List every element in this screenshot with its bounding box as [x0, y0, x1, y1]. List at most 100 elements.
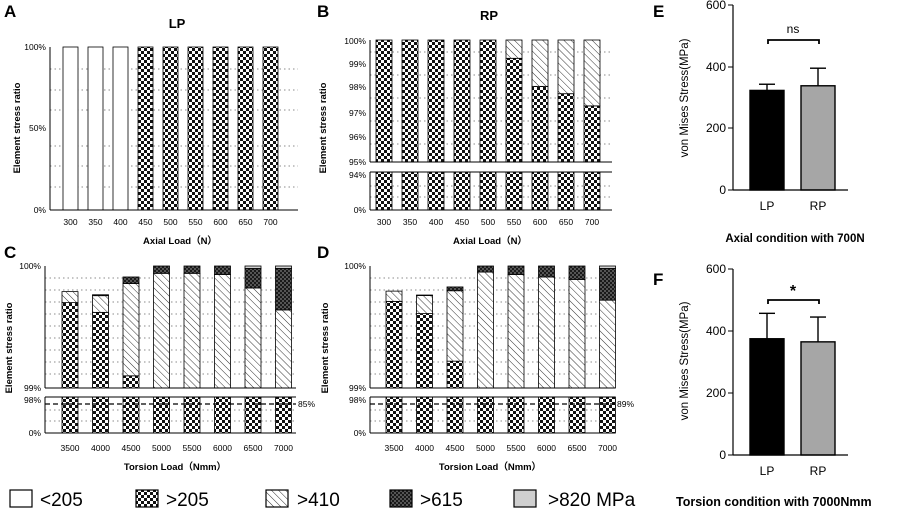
- bar-segment-gray: [245, 266, 261, 268]
- x-tick-label: LP: [760, 199, 775, 213]
- bar-segment-dense: [276, 268, 292, 309]
- panel-letter-c: C: [4, 243, 16, 262]
- bar-segment-check: [584, 106, 600, 162]
- bar-segment-hatch: [478, 272, 494, 388]
- bar-segment-hatch: [506, 40, 522, 58]
- x-tick-label: 500: [163, 217, 177, 227]
- panel-letter-e: E: [653, 2, 664, 21]
- bar-segment-check: [532, 86, 548, 162]
- panel-d: D Element stress ratio Torsion Load（Nmm）…: [317, 243, 634, 473]
- bar-segment-gray: [600, 266, 616, 268]
- panel-letter-d: D: [317, 243, 329, 262]
- x-tick-label: 5000: [476, 443, 495, 453]
- bars-c: [62, 266, 292, 433]
- bar-segment-dense: [569, 266, 585, 279]
- legend-swatch-gray: [514, 490, 536, 507]
- panel-a: A LP Element stress ratio Axial Load（N） …: [4, 2, 298, 247]
- bar-segment-check: [163, 47, 178, 210]
- panel-letter-b: B: [317, 2, 329, 21]
- bar-segment-lower: [123, 397, 139, 433]
- bar-segment-hatch: [447, 291, 463, 361]
- x-tick-label: 3500: [385, 443, 404, 453]
- y-tick-label: 100%: [344, 36, 366, 46]
- y-tick-label: 96%: [349, 132, 366, 142]
- bar-segment-hatch: [62, 292, 78, 303]
- bar-segment-check: [123, 376, 139, 388]
- bar-segment-dense: [215, 266, 231, 275]
- y-axis-label-b: Element stress ratio: [318, 82, 329, 173]
- bar-segment-hatch: [184, 273, 200, 388]
- legend-label: >205: [166, 490, 209, 511]
- bar-rp: [801, 86, 835, 190]
- x-tick-label: 600: [533, 217, 547, 227]
- bar-rp: [801, 342, 835, 455]
- bar-segment-hatch: [569, 279, 585, 388]
- y-tick-label: 98%: [24, 395, 41, 405]
- bar-segment-white: [88, 47, 103, 210]
- panel-e: E von Mises Stress(MPa) 0 200 400 600 ns…: [653, 0, 848, 213]
- y-tick-label: 0%: [354, 428, 367, 438]
- x-tick-label: 500: [481, 217, 495, 227]
- y-tick-label: 100%: [24, 42, 46, 52]
- x-tick-label: 7000: [598, 443, 617, 453]
- y-tick-label: 99%: [24, 383, 41, 393]
- x-tick-label: LP: [760, 464, 775, 478]
- bar-segment-lower: [154, 397, 170, 433]
- bar-segment-check: [402, 40, 418, 162]
- bar-segment-hatch: [276, 310, 292, 388]
- bar-segment-hatch: [215, 275, 231, 388]
- bar-segment-hatch: [539, 277, 555, 388]
- bar-segment-check: [558, 94, 574, 162]
- x-tick-label: 550: [188, 217, 202, 227]
- caption-torsion: Torsion condition with 7000Nmm: [676, 495, 872, 509]
- x-tick-label: 7000: [274, 443, 293, 453]
- legend-label: <205: [40, 490, 83, 511]
- panel-f: F Axial condition with 700N von Mises St…: [653, 233, 865, 478]
- x-tick-label: 6500: [568, 443, 587, 453]
- y-axis-label-a: Element stress ratio: [12, 82, 23, 173]
- bar-segment-dense: [478, 266, 494, 272]
- y-tick-label: 600: [706, 262, 726, 276]
- bar-segment-hatch: [532, 40, 548, 86]
- y-tick-label: 600: [706, 0, 726, 12]
- y-tick-label: 200: [706, 121, 726, 135]
- y-tick-label: 94%: [349, 170, 366, 180]
- x-tick-label: 400: [429, 217, 443, 227]
- bar-segment-lower: [539, 397, 555, 433]
- bar-segment-lower: [276, 397, 292, 433]
- bar-segment-lower: [532, 172, 548, 210]
- bar-segment-check: [138, 47, 153, 210]
- y-tick-label: 100%: [344, 261, 366, 271]
- x-tick-label: 4000: [415, 443, 434, 453]
- x-tick-label: 450: [138, 217, 152, 227]
- x-tick-label: 6000: [537, 443, 556, 453]
- x-tick-label: 5000: [152, 443, 171, 453]
- bar-segment-dense: [447, 287, 463, 291]
- x-tick-label: 350: [403, 217, 417, 227]
- bar-segment-lower: [386, 397, 402, 433]
- panel-b: B RP Element stress ratio Axial Load（N） …: [317, 2, 612, 247]
- x-axis-label-b: Axial Load（N）: [453, 235, 527, 247]
- y-tick-label: 99%: [349, 383, 366, 393]
- x-tick-label: 650: [238, 217, 252, 227]
- legend-label: >410: [297, 490, 340, 511]
- x-axis-label-a: Axial Load（N）: [143, 235, 217, 247]
- y-tick-label: 400: [706, 60, 726, 74]
- bars-a: [63, 47, 278, 210]
- bar-segment-hatch: [584, 40, 600, 106]
- legend-swatch-white: [10, 490, 32, 507]
- x-tick-label: 700: [585, 217, 599, 227]
- y-tick-label: 100%: [19, 261, 41, 271]
- legend: <205 >205 >410 >615 >820 MPa Torsion con…: [10, 490, 872, 511]
- y-tick-label: 0%: [29, 428, 42, 438]
- bar-segment-lower: [600, 397, 616, 433]
- x-tick-label: RP: [810, 199, 827, 213]
- y-tick-label: 0: [719, 448, 726, 462]
- bar-segment-check: [188, 47, 203, 210]
- bar-segment-dense: [245, 268, 261, 288]
- bar-segment-hatch: [600, 300, 616, 388]
- x-tick-label: 3500: [61, 443, 80, 453]
